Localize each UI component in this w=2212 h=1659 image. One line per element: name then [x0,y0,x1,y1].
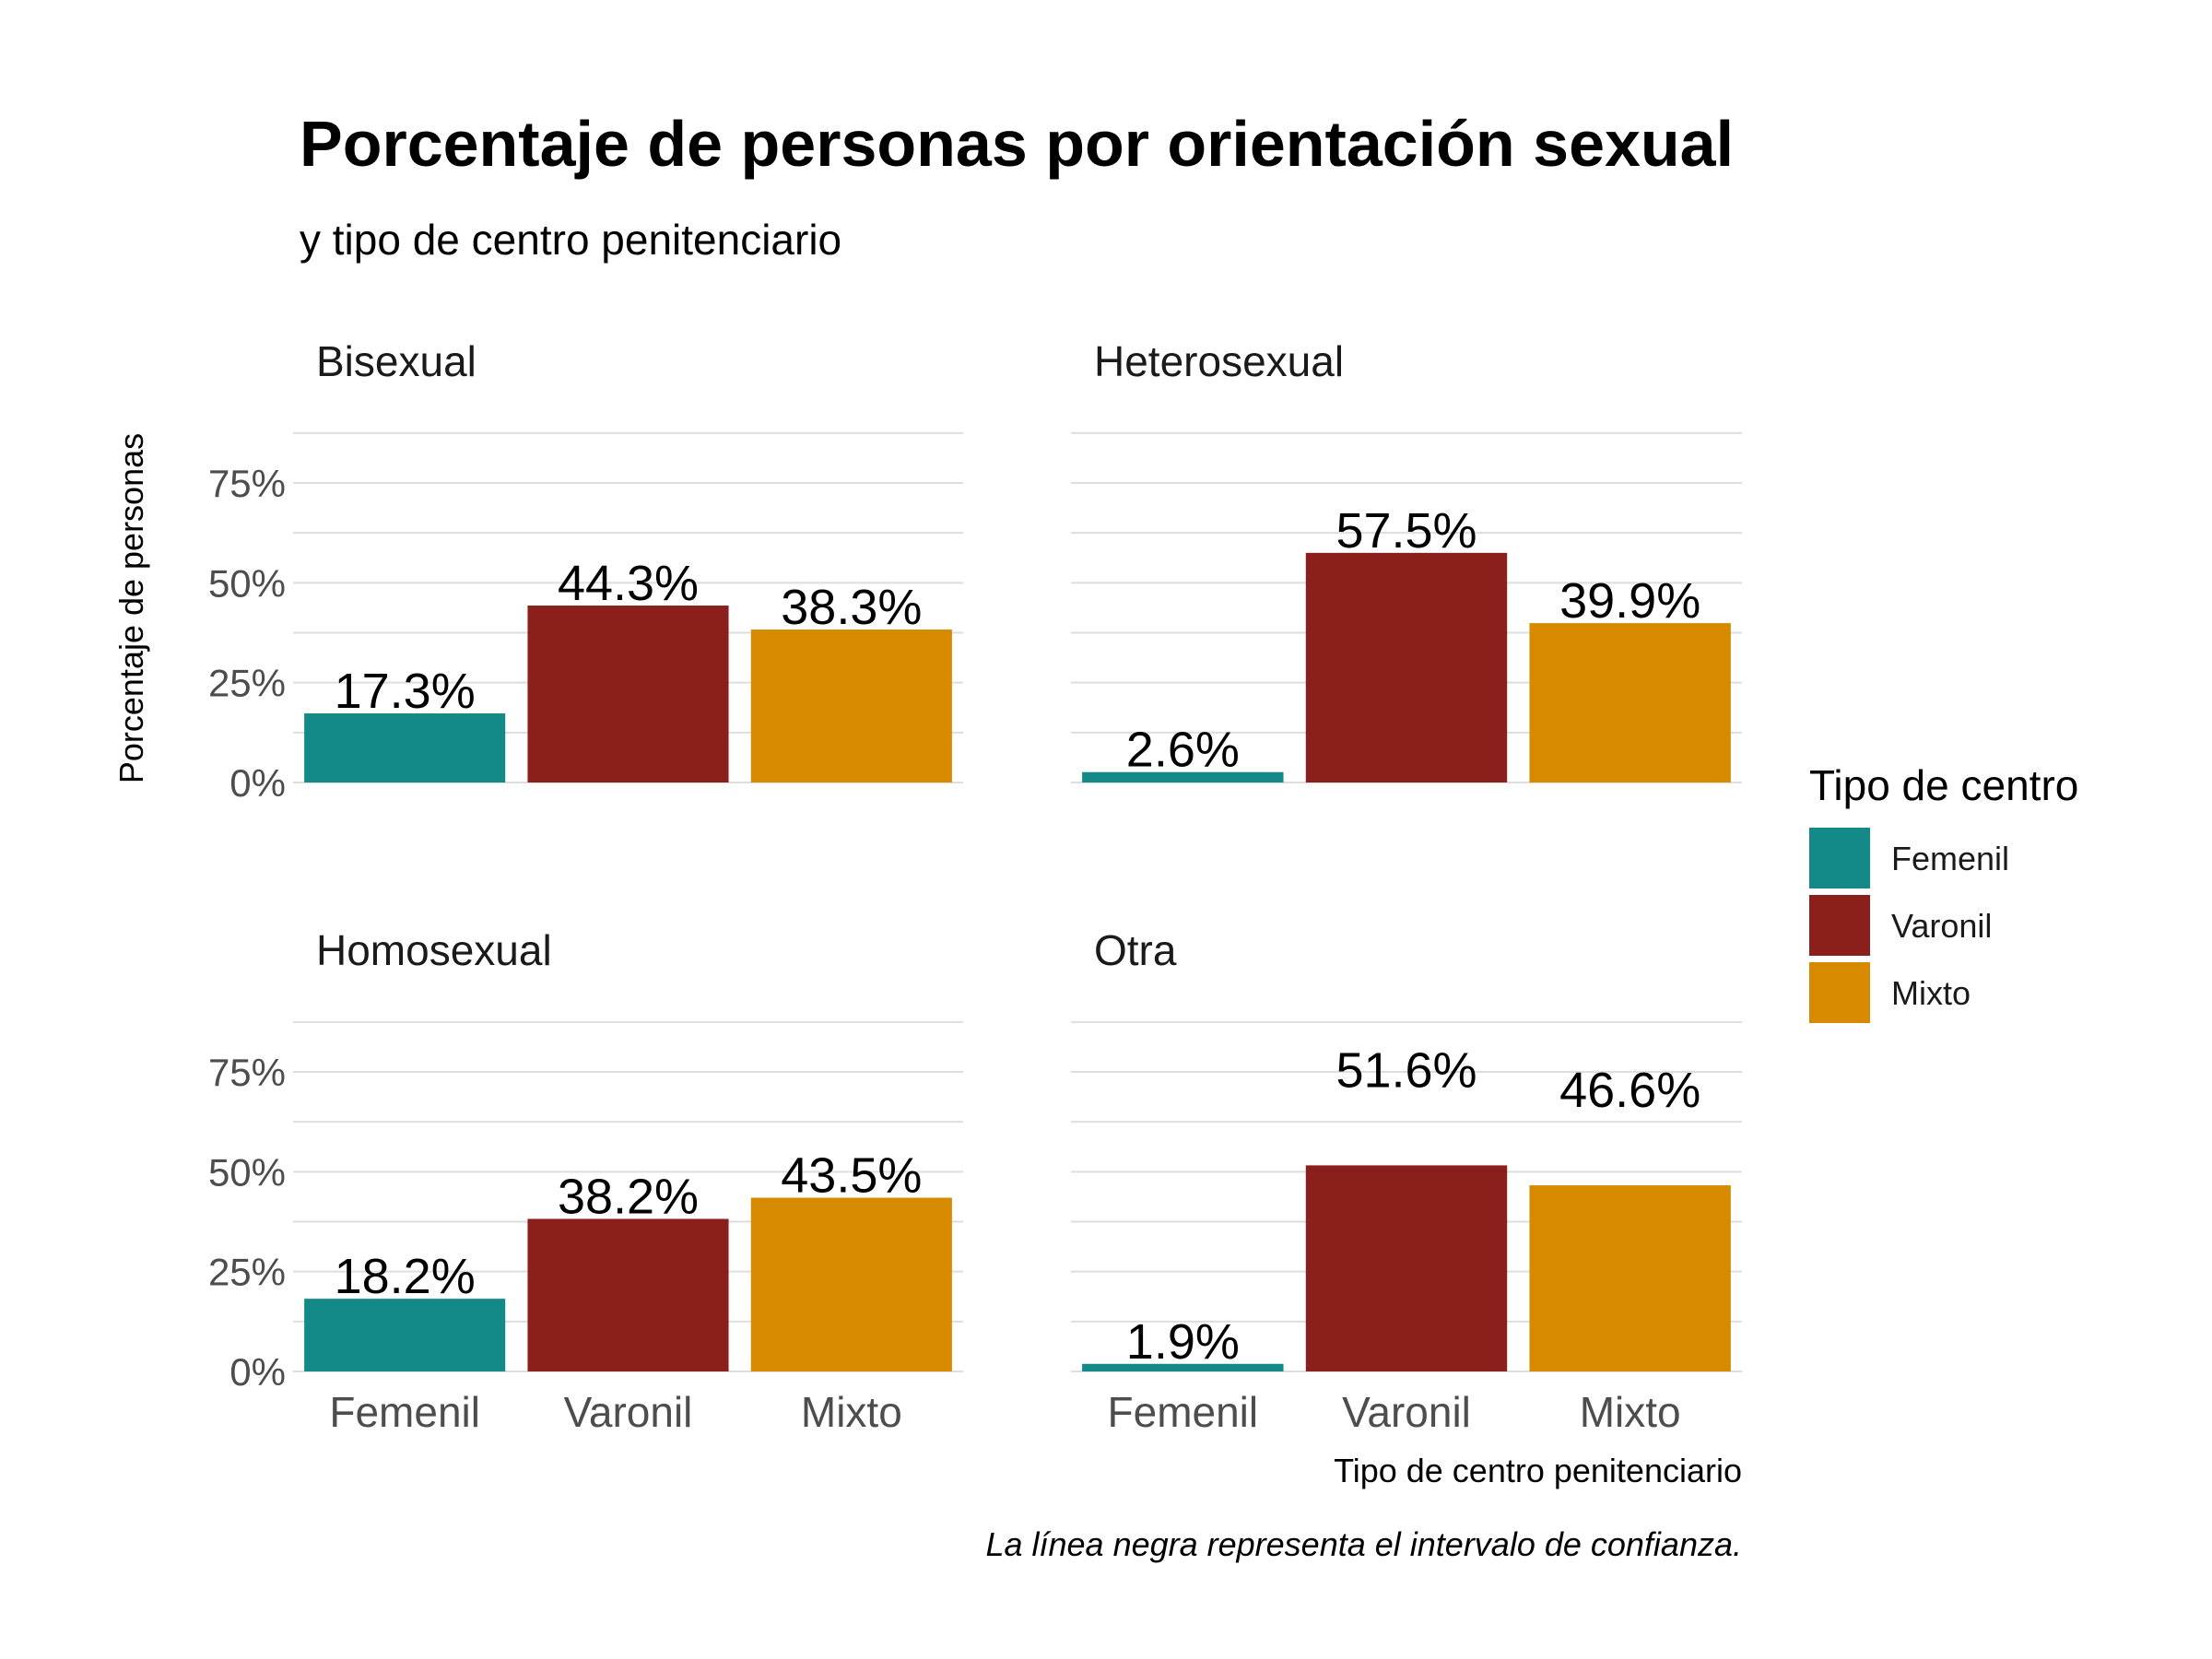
legend-label-mixto: Mixto [1891,974,1971,1012]
bar-heterosexual-mixto [1529,623,1731,782]
x-tick-label: Femenil [1108,1388,1259,1436]
data-label: 17.3% [335,664,476,719]
y-tick-label: 75% [208,462,286,505]
x-tick-label: Femenil [329,1388,480,1436]
data-label: 1.9% [1126,1314,1240,1370]
data-label: 44.3% [558,556,699,611]
data-label: 38.3% [781,580,922,635]
facet-panel-heterosexual: Heterosexual 2.6% 57.5% 39.9% [1071,337,1742,783]
facet-strip-label: Bisexual [316,337,477,385]
y-tick-label: 0% [229,1350,286,1394]
facet-strip-label: Heterosexual [1094,337,1344,385]
bar-bisexual-femenil [304,713,506,782]
y-tick-label: 50% [208,561,286,605]
x-axis-title: Tipo de centro penitenciario [1334,1452,1742,1489]
data-label: 51.6% [1335,1042,1477,1098]
chart-title: Porcentaje de personas por orientación s… [300,108,1734,180]
y-tick-label: 50% [208,1150,286,1194]
y-tick-label: 25% [208,662,286,705]
facet-panel-bisexual: Bisexual 0% 25% 50% 75% 17.3% 44.3% 38.3% [208,337,963,805]
bar-bisexual-mixto [750,629,952,782]
y-tick-label: 0% [229,761,286,805]
y-axis-title: Porcentaje de personas [112,433,150,783]
data-label: 39.9% [1559,573,1700,629]
facet-panels: Bisexual 0% 25% 50% 75% 17.3% 44.3% 38.3% Hetero… [208,337,1742,1436]
data-label: 43.5% [781,1148,922,1204]
legend-label-femenil: Femenil [1891,840,2009,877]
bar-heterosexual-varonil [1305,552,1508,782]
x-tick-label: Mixto [801,1388,902,1436]
data-label: 46.6% [1559,1063,1700,1118]
bar-otra-mixto [1529,1185,1731,1371]
x-tick-label: Varonil [1342,1388,1471,1436]
bar-homosexual-femenil [304,1299,506,1371]
legend-title: Tipo de centro [1809,761,2078,809]
chart-caption: La línea negra representa el intervalo d… [985,1525,1742,1563]
legend: Tipo de centro Femenil Varonil Mixto [1809,761,2078,1023]
legend-key-femenil [1809,828,1870,888]
bar-otra-varonil [1305,1165,1508,1371]
y-tick-label: 75% [208,1051,286,1094]
data-label: 18.2% [335,1249,476,1304]
bar-heterosexual-femenil [1082,771,1284,782]
legend-label-varonil: Varonil [1891,907,1992,945]
data-label: 38.2% [558,1169,699,1224]
bar-homosexual-mixto [750,1197,952,1371]
data-label: 2.6% [1126,723,1240,778]
y-tick-label: 25% [208,1251,286,1294]
legend-key-varonil [1809,895,1870,956]
chart-subtitle: y tipo de centro penitenciario [300,216,841,264]
facet-strip-label: Otra [1094,926,1177,974]
facet-panel-homosexual: Homosexual 0% 25% 50% 75% 18.2% Femenil 38.2% Va… [208,926,963,1436]
bar-bisexual-varonil [527,606,729,782]
bar-homosexual-varonil [527,1218,729,1371]
facet-strip-label: Homosexual [316,926,552,974]
bar-otra-femenil [1082,1363,1284,1371]
legend-key-mixto [1809,962,1870,1023]
x-tick-label: Mixto [1580,1388,1681,1436]
data-label: 57.5% [1335,503,1477,559]
facet-panel-otra: Otra 1.9% Femenil 51.6% Varonil 46.6% Mixto [1071,926,1742,1436]
x-tick-label: Varonil [564,1388,693,1436]
